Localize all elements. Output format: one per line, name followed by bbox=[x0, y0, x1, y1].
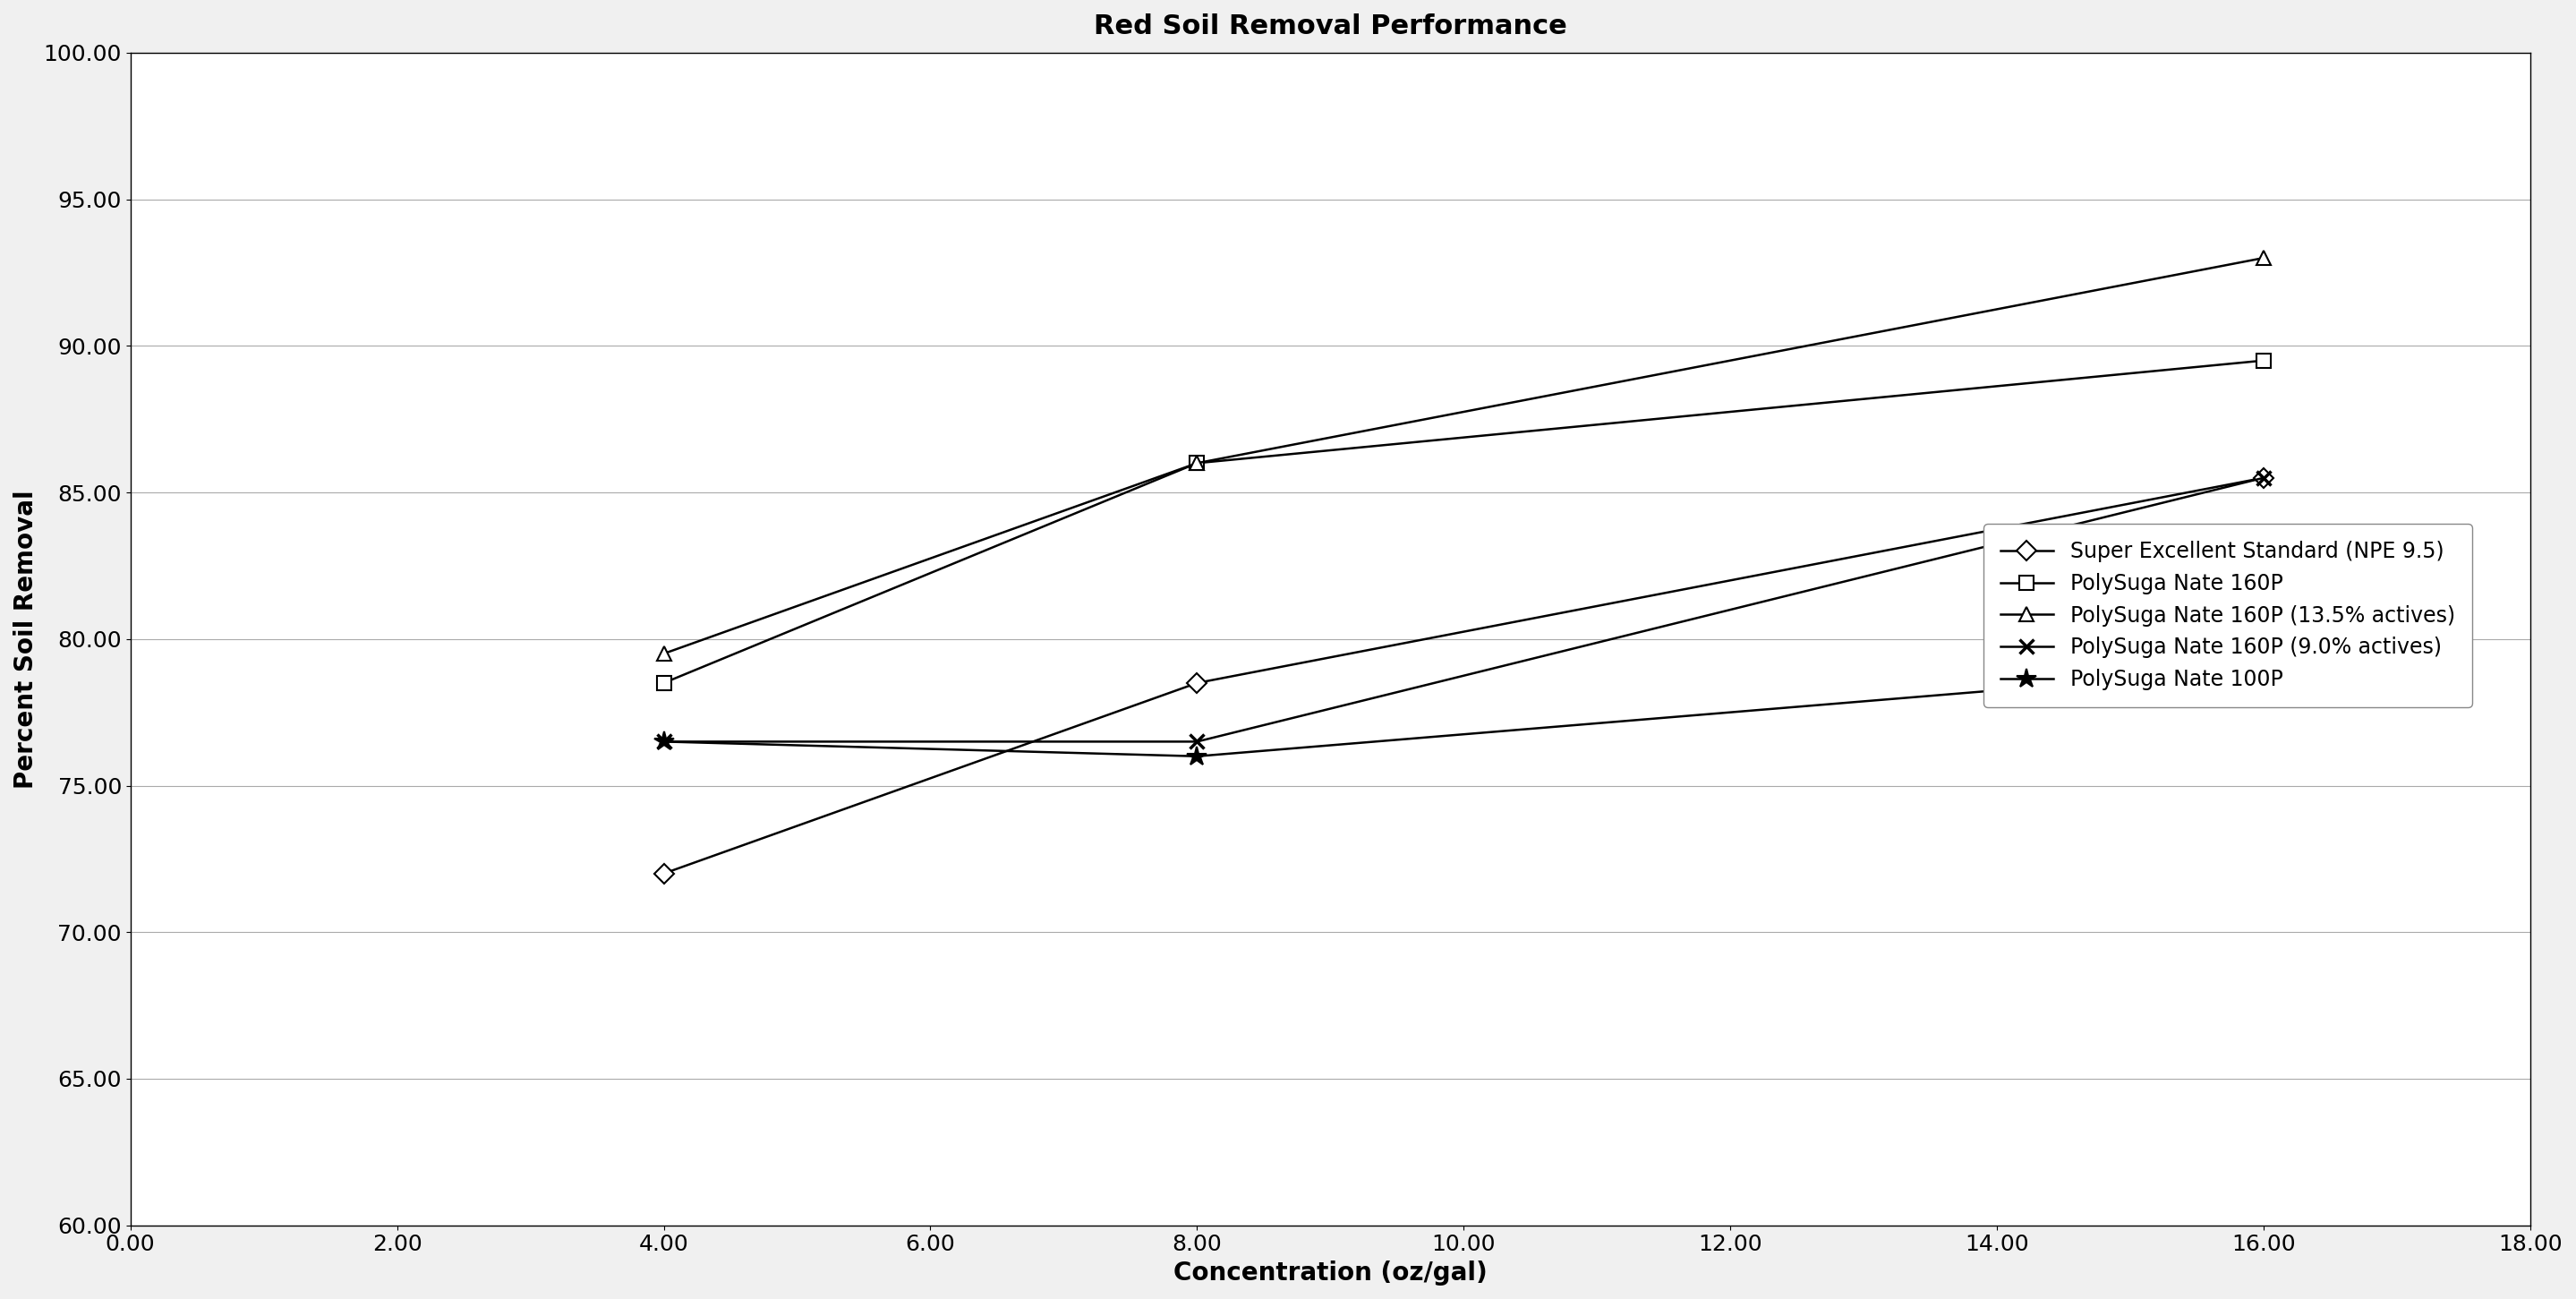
Legend: Super Excellent Standard (NPE 9.5), PolySuga Nate 160P, PolySuga Nate 160P (13.5: Super Excellent Standard (NPE 9.5), Poly… bbox=[1984, 523, 2473, 708]
Y-axis label: Percent Soil Removal: Percent Soil Removal bbox=[13, 490, 39, 788]
Super Excellent Standard (NPE 9.5) bbox=[649, 865, 680, 881]
Line: PolySuga Nate 100P: PolySuga Nate 100P bbox=[654, 659, 2275, 766]
PolySuga Nate 160P (13.5% actives) bbox=[1182, 456, 1213, 472]
Title: Red Soil Removal Performance: Red Soil Removal Performance bbox=[1095, 13, 1566, 39]
PolySuga Nate 160P (9.0% actives) bbox=[649, 734, 680, 750]
Super Excellent Standard (NPE 9.5) bbox=[2249, 470, 2280, 486]
PolySuga Nate 100P bbox=[2249, 660, 2280, 675]
PolySuga Nate 100P bbox=[649, 734, 680, 750]
PolySuga Nate 160P (9.0% actives) bbox=[2249, 470, 2280, 486]
PolySuga Nate 160P (13.5% actives) bbox=[649, 646, 680, 661]
PolySuga Nate 160P bbox=[1182, 456, 1213, 472]
Super Excellent Standard (NPE 9.5) bbox=[1182, 675, 1213, 691]
PolySuga Nate 160P (13.5% actives) bbox=[2249, 251, 2280, 266]
PolySuga Nate 100P bbox=[1182, 748, 1213, 764]
PolySuga Nate 160P (9.0% actives) bbox=[1182, 734, 1213, 750]
Line: PolySuga Nate 160P (13.5% actives): PolySuga Nate 160P (13.5% actives) bbox=[657, 251, 2272, 661]
Line: PolySuga Nate 160P (9.0% actives): PolySuga Nate 160P (9.0% actives) bbox=[657, 470, 2272, 750]
Line: PolySuga Nate 160P: PolySuga Nate 160P bbox=[657, 353, 2269, 690]
Line: Super Excellent Standard (NPE 9.5): Super Excellent Standard (NPE 9.5) bbox=[657, 472, 2269, 881]
PolySuga Nate 160P bbox=[649, 675, 680, 691]
X-axis label: Concentration (oz/gal): Concentration (oz/gal) bbox=[1175, 1260, 1486, 1286]
PolySuga Nate 160P bbox=[2249, 353, 2280, 369]
